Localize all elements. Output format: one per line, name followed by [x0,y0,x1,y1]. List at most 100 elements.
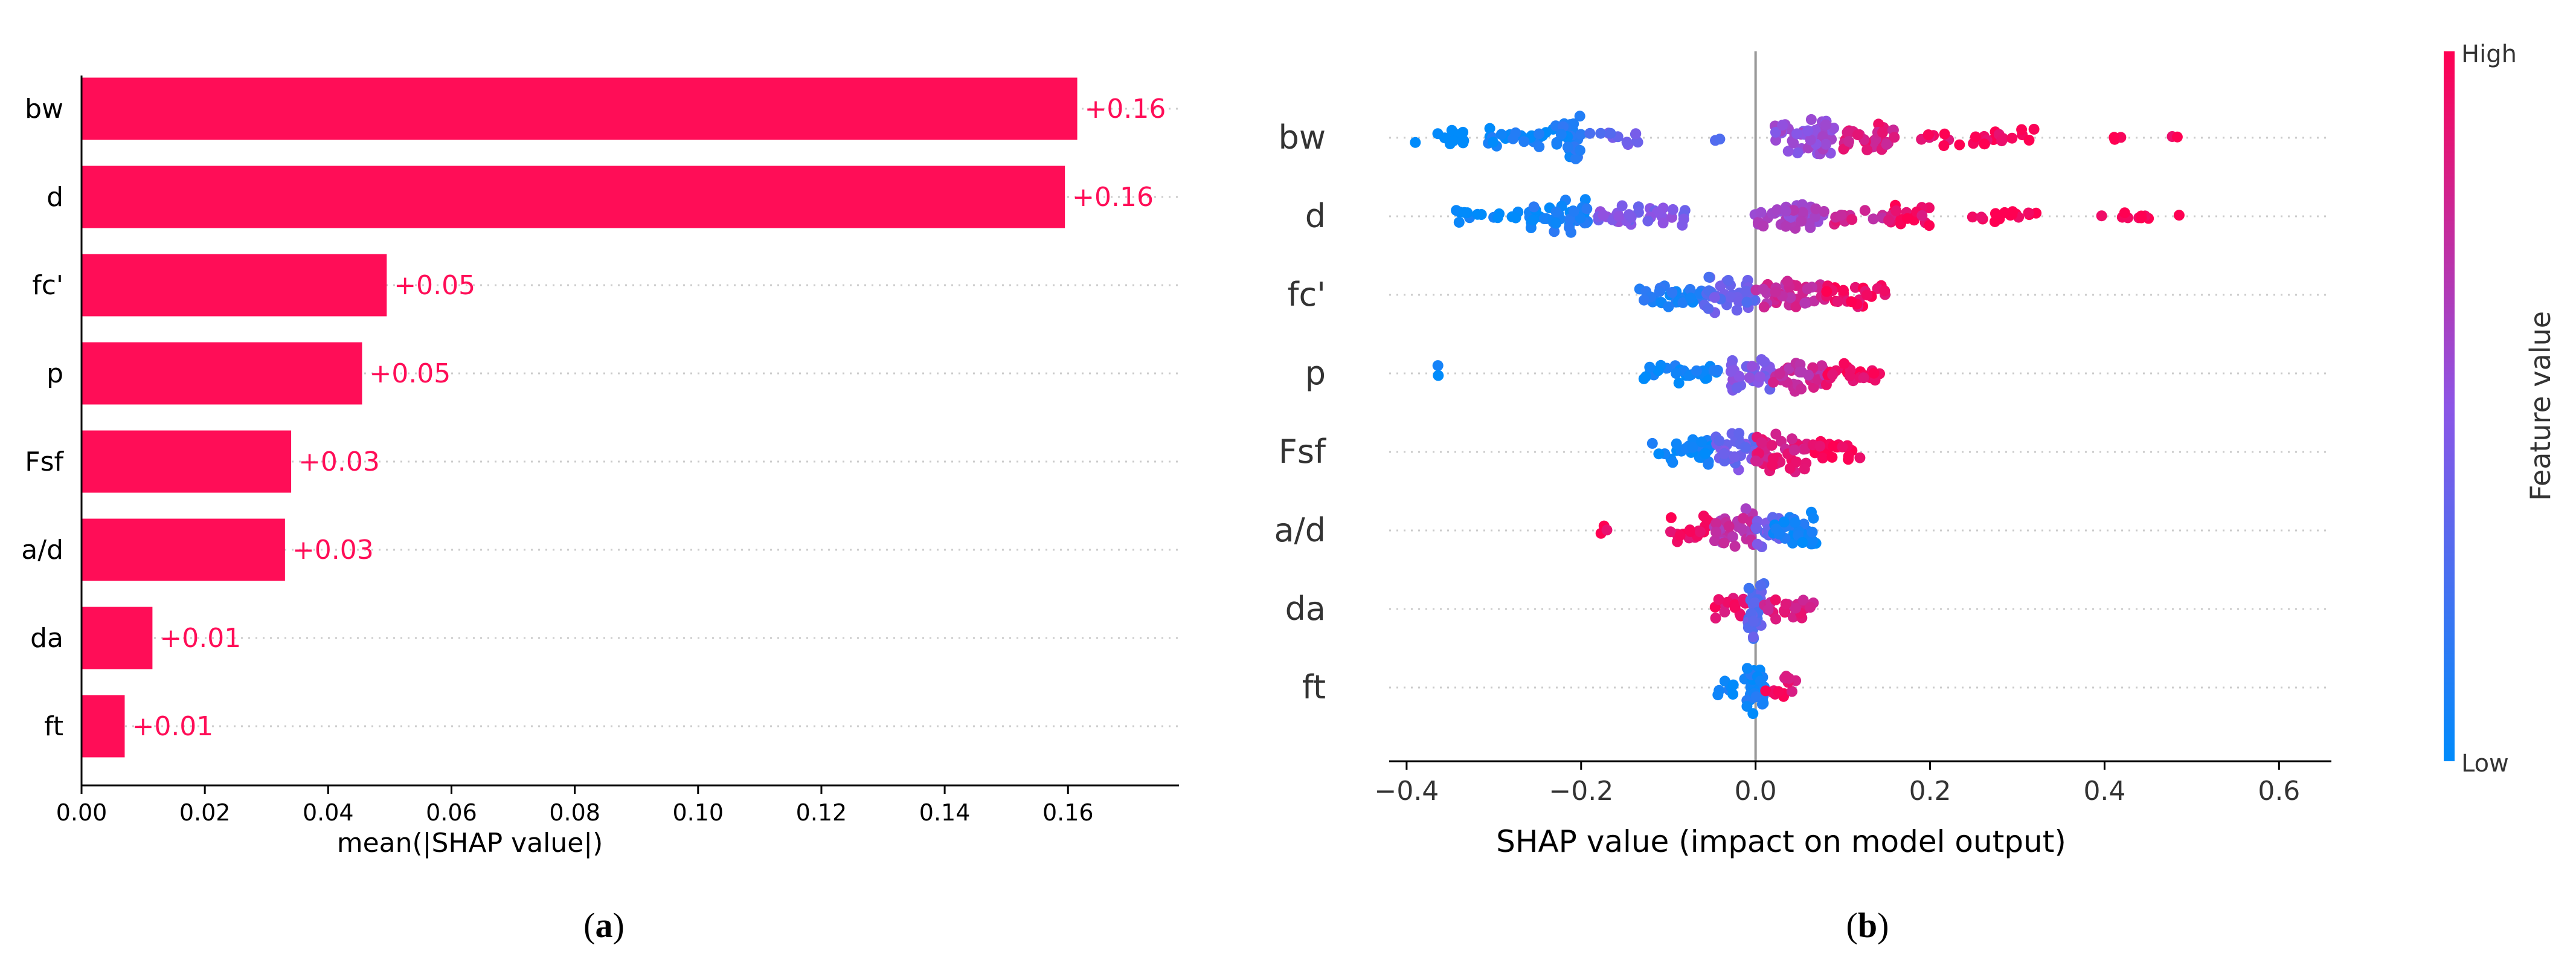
b-dot-a-d [1710,518,1722,529]
b-dot-bw [1842,127,1853,138]
b-dot-fsf [1788,445,1800,456]
a-x-tick-label: 0.04 [303,799,354,826]
b-dot-da [1747,631,1759,643]
a-bar-ft [82,695,125,758]
b-dot-bw [1939,128,1950,140]
b-dot-a-d [1736,523,1748,535]
b-dot-bw [2006,132,2018,144]
a-value-label: +0.16 [1072,182,1154,213]
b-dot-p [1868,367,1880,379]
b-dot-p [1432,360,1444,372]
b-dot-d [1453,216,1465,228]
b-dot-fc [1709,292,1720,303]
a-x-tick-label: 0.08 [549,799,600,826]
b-dot-fsf [1687,434,1698,445]
b-dot-da [1762,604,1774,616]
b-dot-bw [1605,127,1616,139]
b-feature-labels: bw d fc' p Fsf a/d da ft [1274,118,1327,706]
b-x-tick-label: 0.4 [2083,776,2125,807]
b-dot-fc [1838,285,1849,296]
b-dot-fc [1685,284,1696,295]
b-dot-p [1768,376,1779,388]
b-dot-fsf [1718,448,1730,459]
b-dot-bw [1873,118,1884,130]
b-dot-d [1916,210,1928,221]
b-dot-fsf [1767,460,1778,471]
b-dot-d [1568,205,1579,217]
b-dot-p [1731,382,1742,394]
b-dot-ft [1741,663,1753,674]
a-value-labels: +0.16 +0.16 +0.05 +0.05 +0.03 +0.03 +0.01 +0.01 [132,94,1166,742]
b-dot-p [1759,356,1770,367]
b-dot-p [1755,371,1766,382]
b-dot-d [1549,226,1560,237]
b-dot-p [1733,370,1745,382]
b-feature-label: fc' [1287,276,1326,314]
b-dot-fc [1832,296,1843,308]
b-dot-d [1527,214,1539,226]
b-dot-ft [1773,686,1784,697]
b-dot-a-d [1752,538,1763,550]
b-dot-fc [1723,275,1734,286]
b-dot-fc [1758,283,1769,295]
b-dot-bw [1938,140,1950,152]
b-dot-bw [1518,136,1530,147]
b-dot-d [1967,211,1978,223]
b-dot-a-d [1807,535,1819,547]
b-dot-p [1708,365,1720,376]
b-dot-d [1868,213,1879,225]
a-bar-fc [82,254,387,317]
b-dot-bw [1877,127,1888,138]
b-dot-a-d [1685,526,1696,537]
a-value-label: +0.01 [132,711,213,742]
b-dot-fc [1799,297,1811,309]
b-dot-da [1719,607,1730,617]
b-dot-fsf [1750,455,1761,466]
b-dot-a-d [1740,503,1752,515]
b-dot-fsf [1784,463,1796,474]
a-feature-label: Fsf [25,446,64,477]
b-dot-bw [1979,138,1990,150]
b-dot-fsf [1729,451,1740,463]
b-dot-d [1538,213,1550,224]
b-dot-bw [1838,143,1849,155]
b-dot-d [1780,205,1791,217]
b-dot-p [1671,368,1682,379]
a-feature-label: ft [44,711,63,742]
b-dot-d [1528,201,1540,213]
b-dot-d [1598,210,1609,221]
b-dot-bw [1889,132,1900,143]
b-dot-a-d [1808,512,1819,524]
b-dot-d [1755,207,1767,218]
b-dot-bw [1510,127,1521,138]
a-value-label: +0.03 [292,535,374,566]
b-dot-fsf [1703,459,1714,470]
a-bar-p [82,342,362,405]
b-dot-fc [1782,276,1793,287]
b-dot-a-d [1807,526,1818,538]
b-dot-d [1797,207,1808,218]
b-dot-a-d [1797,537,1808,548]
b-dot-ft [1758,698,1769,709]
b-dot-fsf [1814,440,1826,452]
b-dot-bw [1595,127,1607,139]
b-dot-d [1550,206,1562,218]
b-dot-bw [1770,135,1782,146]
b-dot-p [1644,361,1656,373]
b-dot-bw [1861,144,1873,156]
b-dot-bw [1805,134,1816,146]
b-dot-bw [1574,144,1585,156]
b-dot-fc [1821,286,1832,297]
b-dot-fc [1741,285,1752,297]
b-dot-d [2173,210,2185,221]
b-x-axis-label: SHAP value (impact on model output) [1496,824,2066,859]
b-dot-fc [1685,292,1697,304]
b-dot-bw [1922,129,1934,141]
b-dot-d [1510,212,1521,224]
b-dot-p [1858,372,1869,384]
a-axes [80,76,1179,787]
b-dot-fsf [1667,457,1678,468]
b-dot-d [1883,214,1894,226]
b-dot-fsf [1766,440,1778,451]
b-dot-d [1581,203,1593,214]
